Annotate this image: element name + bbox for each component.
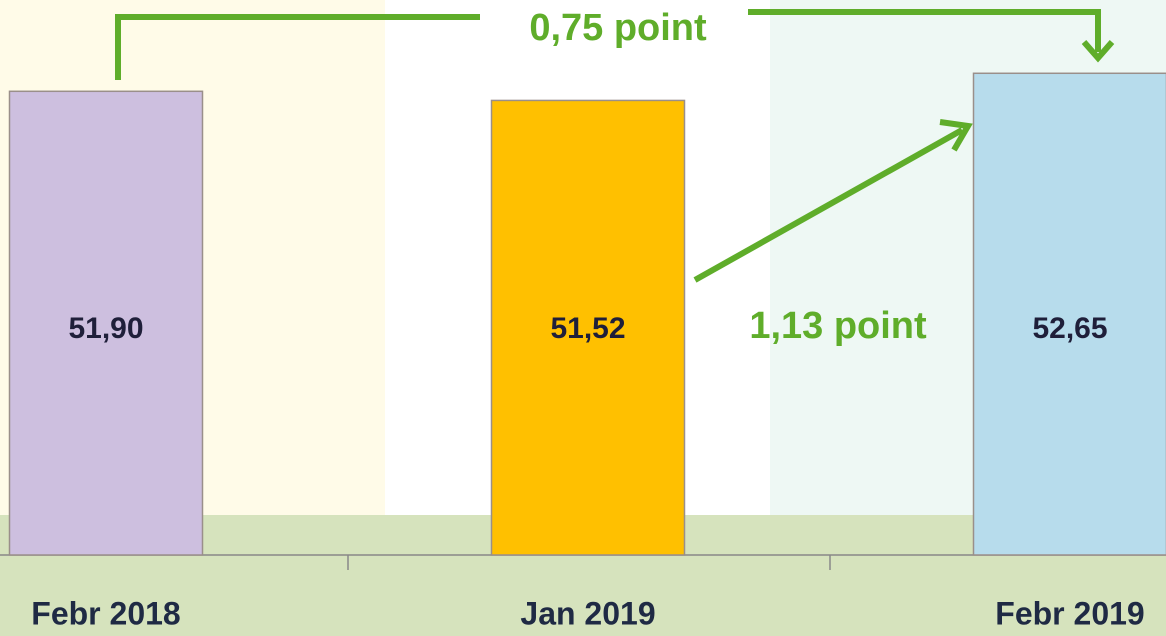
- value-label: 51,52: [550, 312, 625, 345]
- chart: 0,75 point 1,13 point 51,90 Febr 2018 51,5…: [0, 0, 1166, 636]
- annotation: 1,13 point: [749, 305, 927, 347]
- x-tick-label: Febr 2019: [995, 595, 1144, 631]
- x-tick-label: Jan 2019: [520, 595, 655, 631]
- value-label: 51,90: [68, 312, 143, 345]
- annotation: 0,75 point: [529, 7, 707, 49]
- value-label: 52,65: [1032, 312, 1107, 345]
- x-tick-label: Febr 2018: [31, 595, 180, 631]
